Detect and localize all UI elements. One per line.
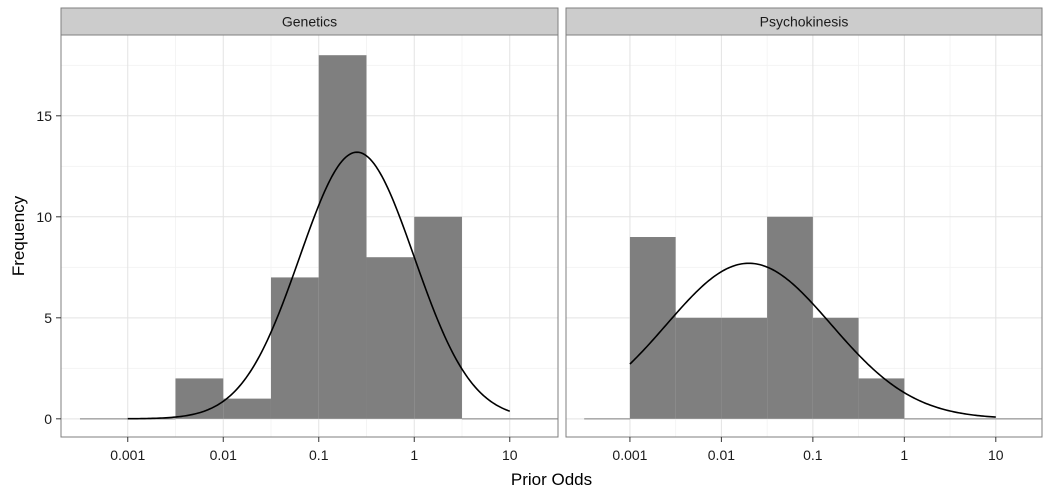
- y-tick-label: 0: [44, 411, 52, 427]
- x-axes: 0.001 0.01 0.1 1 10 0.001 0.01 0.1 1 10: [110, 437, 1004, 463]
- x-axis-psychokinesis: 0.001 0.01 0.1 1 10: [612, 437, 1004, 463]
- x-tick-label: 0.001: [110, 447, 145, 463]
- histogram-bar: [812, 317, 859, 419]
- histogram-bar: [223, 398, 271, 419]
- facet-title: Genetics: [282, 14, 337, 30]
- x-tick-label: 1: [900, 447, 908, 463]
- facet-strip: [565, 7, 1043, 36]
- panels: Genetics Psychokinesis: [60, 7, 1043, 438]
- x-tick-label: 10: [988, 447, 1004, 463]
- x-tick-label: 0.1: [803, 447, 823, 463]
- y-axis-title: Frequency: [9, 195, 28, 276]
- x-axis-title: Prior Odds: [511, 470, 592, 489]
- x-tick-label: 0.1: [309, 447, 329, 463]
- x-tick-label: 0.01: [210, 447, 237, 463]
- facet-title: Psychokinesis: [760, 14, 849, 30]
- y-axis: 0 5 10 15: [36, 108, 61, 427]
- x-tick-label: 0.001: [612, 447, 647, 463]
- histogram-bar: [721, 317, 768, 419]
- panel-genetics: Genetics: [60, 7, 559, 438]
- panel-border: [60, 34, 559, 438]
- y-tick-label: 15: [36, 108, 52, 124]
- histogram-bars: [79, 55, 558, 420]
- x-axis-genetics: 0.001 0.01 0.1 1 10: [110, 437, 518, 463]
- histogram-bars: [584, 216, 1042, 420]
- histogram-bar: [270, 277, 319, 419]
- density-curve: [629, 262, 996, 418]
- panel-border: [565, 34, 1043, 438]
- x-tick-label: 0.01: [708, 447, 735, 463]
- histogram-bar: [675, 317, 722, 419]
- histogram-bar: [767, 216, 813, 419]
- density-curve: [127, 151, 511, 420]
- histogram-bar: [629, 237, 676, 419]
- facet-strip: [60, 7, 559, 36]
- histogram-bar: [414, 216, 462, 419]
- histogram-bar: [318, 55, 367, 419]
- x-tick-label: 1: [410, 447, 418, 463]
- histogram-bar: [858, 378, 905, 419]
- histogram-bar: [366, 257, 415, 419]
- y-tick-label: 5: [44, 310, 52, 326]
- panel-psychokinesis: Psychokinesis: [565, 7, 1043, 438]
- x-tick-label: 10: [502, 447, 518, 463]
- y-tick-label: 10: [36, 209, 52, 225]
